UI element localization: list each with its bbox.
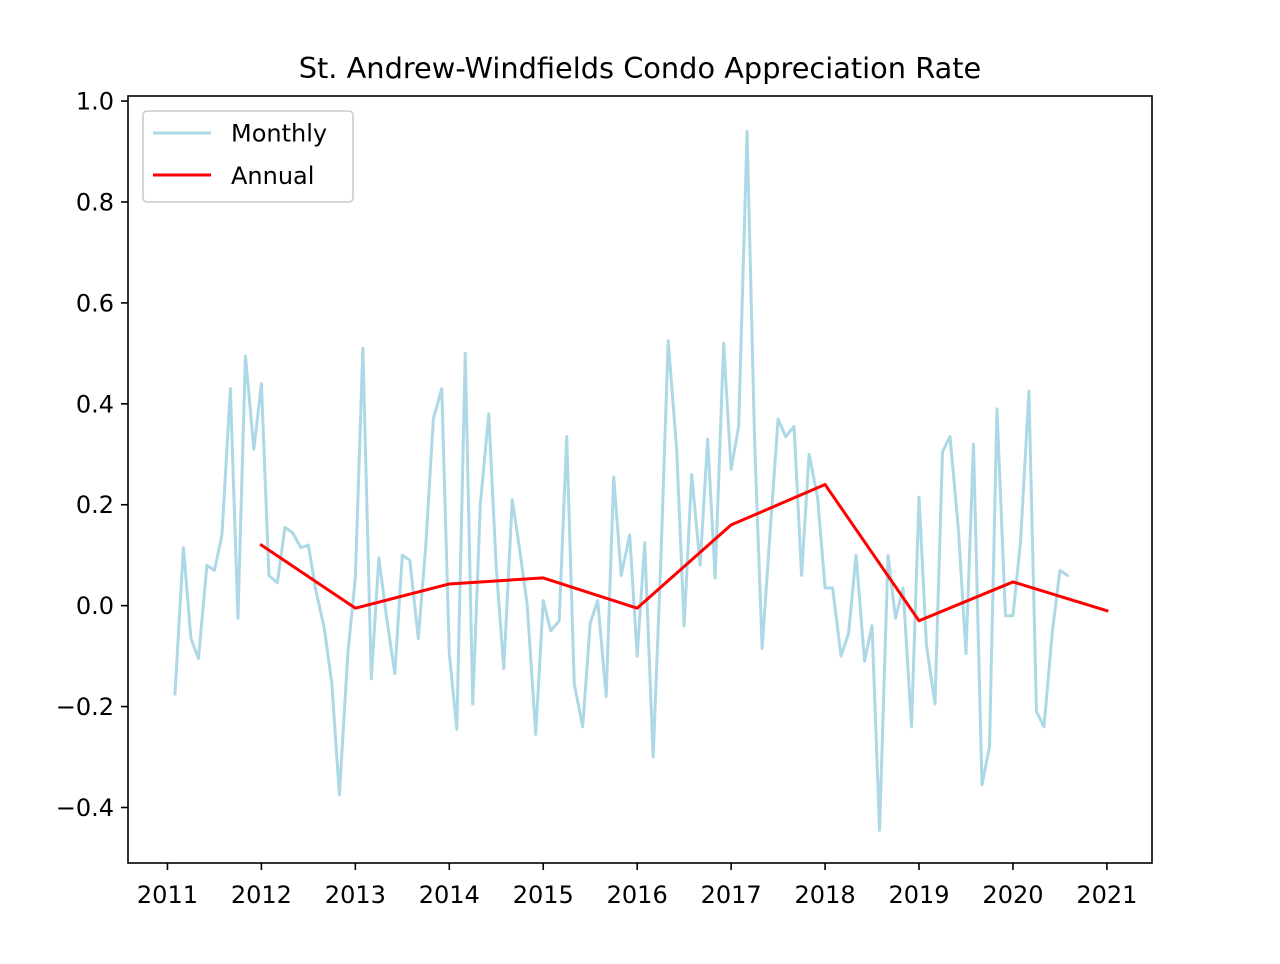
y-axis: −0.4 −0.2 0.0 0.2 0.4 0.6 0.8 1.0 bbox=[56, 88, 128, 822]
x-tick-label: 2020 bbox=[982, 881, 1043, 909]
y-tick-label: 1.0 bbox=[76, 88, 114, 116]
y-tick-label: 0.2 bbox=[76, 491, 114, 519]
x-tick-label: 2019 bbox=[888, 881, 949, 909]
series-layer bbox=[173, 129, 1109, 832]
series-line-annual bbox=[259, 483, 1109, 623]
series-line-monthly bbox=[173, 129, 1070, 832]
x-tick-label: 2013 bbox=[325, 881, 386, 909]
legend-label-annual: Annual bbox=[231, 162, 314, 190]
y-tick-label: 0.0 bbox=[76, 592, 114, 620]
x-tick-label: 2014 bbox=[419, 881, 480, 909]
x-axis: 2011 2012 2013 2014 2015 2016 2017 2018 2019 2020… bbox=[137, 863, 1137, 909]
y-tick-label: 0.8 bbox=[76, 188, 114, 216]
chart-title: St. Andrew-Windfields Condo Appreciation… bbox=[299, 51, 982, 85]
x-tick-label: 2012 bbox=[231, 881, 292, 909]
legend-label-monthly: Monthly bbox=[231, 120, 327, 148]
axes-frame bbox=[127, 95, 1153, 864]
x-tick-label: 2017 bbox=[701, 881, 762, 909]
x-tick-label: 2021 bbox=[1076, 881, 1137, 909]
x-tick-label: 2016 bbox=[607, 881, 668, 909]
x-tick-label: 2015 bbox=[513, 881, 574, 909]
y-tick-label: −0.4 bbox=[56, 794, 114, 822]
x-tick-label: 2011 bbox=[137, 881, 198, 909]
y-tick-label: 0.6 bbox=[76, 289, 114, 317]
x-tick-label: 2018 bbox=[795, 881, 856, 909]
legend: Monthly Annual bbox=[142, 110, 354, 203]
plot-area: 2011 2012 2013 2014 2015 2016 2017 2018 2019 2020… bbox=[56, 88, 1153, 909]
y-tick-label: −0.2 bbox=[56, 693, 114, 721]
y-tick-label: 0.4 bbox=[76, 390, 114, 418]
